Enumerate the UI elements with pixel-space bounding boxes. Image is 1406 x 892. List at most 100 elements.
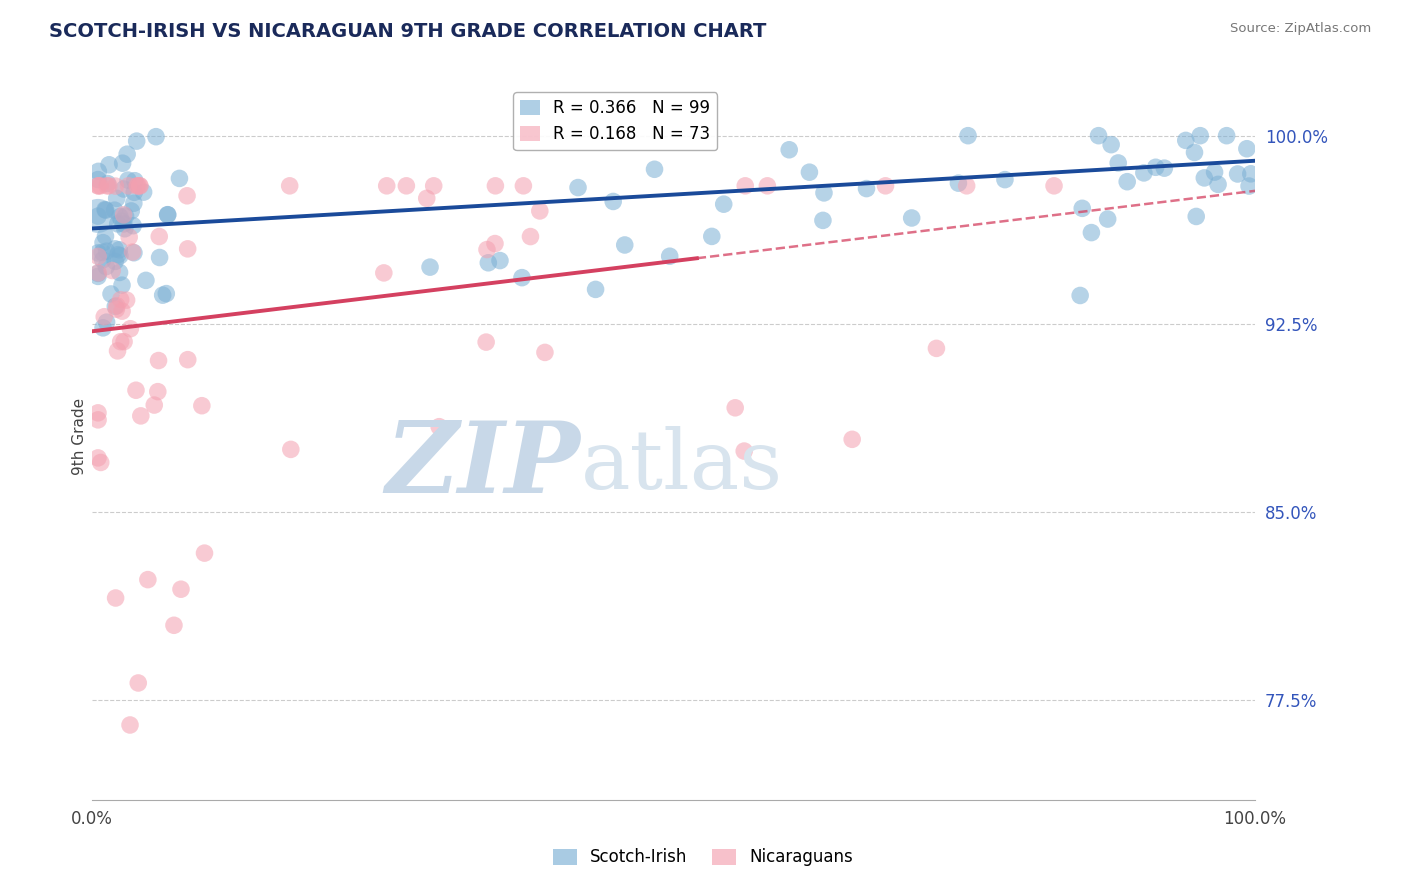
Point: [135, 273, 157, 287]
Point: [127, 676, 149, 690]
Point: [900, 211, 922, 225]
Point: [1153, 161, 1175, 176]
Point: [1204, 165, 1226, 179]
Point: [108, 249, 131, 263]
Point: [87, 249, 110, 263]
Point: [87, 178, 110, 193]
Point: [422, 178, 444, 193]
Point: [127, 178, 149, 193]
Point: [98, 158, 121, 172]
Point: [278, 178, 301, 193]
Point: [112, 334, 135, 349]
Point: [1087, 128, 1109, 143]
Point: [585, 282, 607, 296]
Point: [87, 246, 110, 260]
Point: [1080, 226, 1102, 240]
Point: [104, 300, 127, 314]
Point: [1144, 161, 1167, 175]
Point: [96, 260, 118, 274]
Point: [855, 181, 877, 195]
Point: [510, 270, 533, 285]
Point: [475, 243, 498, 257]
Point: [489, 253, 512, 268]
Point: [129, 409, 152, 423]
Point: [146, 384, 169, 399]
Point: [373, 266, 395, 280]
Legend: R = 0.366   N = 99, R = 0.168   N = 73: R = 0.366 N = 99, R = 0.168 N = 73: [513, 92, 717, 150]
Point: [1107, 156, 1129, 170]
Point: [1189, 128, 1212, 143]
Point: [1097, 212, 1119, 227]
Point: [152, 288, 174, 302]
Point: [177, 352, 200, 367]
Point: [101, 263, 124, 277]
Text: atlas: atlas: [581, 425, 783, 506]
Point: [87, 406, 110, 420]
Point: [477, 256, 499, 270]
Point: [925, 342, 948, 356]
Point: [811, 213, 834, 227]
Point: [112, 208, 135, 222]
Point: [658, 249, 681, 263]
Point: [519, 229, 541, 244]
Point: [1237, 179, 1260, 194]
Point: [111, 156, 134, 170]
Point: [87, 450, 110, 465]
Point: [136, 573, 159, 587]
Point: [94, 203, 117, 218]
Point: [948, 176, 970, 190]
Point: [149, 251, 172, 265]
Point: [108, 243, 131, 257]
Point: [87, 178, 110, 193]
Point: [1236, 142, 1258, 156]
Point: [129, 178, 152, 193]
Point: [1116, 175, 1139, 189]
Point: [120, 203, 142, 218]
Point: [484, 178, 506, 193]
Point: [97, 178, 120, 193]
Point: [957, 128, 980, 143]
Point: [96, 244, 118, 259]
Point: [1240, 167, 1263, 181]
Point: [145, 129, 167, 144]
Point: [111, 304, 134, 318]
Point: [104, 254, 127, 268]
Point: [121, 245, 143, 260]
Point: [124, 174, 146, 188]
Point: [105, 191, 128, 205]
Point: [93, 310, 115, 324]
Point: [143, 398, 166, 412]
Point: [994, 172, 1017, 186]
Point: [156, 208, 179, 222]
Point: [512, 178, 534, 193]
Point: [756, 178, 779, 193]
Point: [427, 419, 450, 434]
Point: [163, 618, 186, 632]
Point: [1184, 145, 1206, 160]
Point: [114, 209, 136, 223]
Point: [534, 345, 557, 359]
Point: [122, 196, 145, 211]
Point: [713, 197, 735, 211]
Point: [148, 353, 170, 368]
Point: [724, 401, 747, 415]
Point: [395, 178, 418, 193]
Point: [128, 178, 150, 193]
Point: [799, 165, 821, 179]
Point: [169, 171, 191, 186]
Point: [148, 229, 170, 244]
Point: [105, 299, 128, 313]
Point: [104, 242, 127, 256]
Point: [112, 217, 135, 231]
Point: [91, 252, 114, 267]
Point: [191, 399, 214, 413]
Point: [87, 266, 110, 280]
Point: [127, 178, 149, 193]
Point: [96, 178, 118, 193]
Point: [416, 191, 439, 205]
Point: [112, 182, 135, 196]
Point: [375, 178, 398, 193]
Point: [108, 210, 131, 224]
Point: [105, 302, 128, 317]
Point: [114, 221, 136, 235]
